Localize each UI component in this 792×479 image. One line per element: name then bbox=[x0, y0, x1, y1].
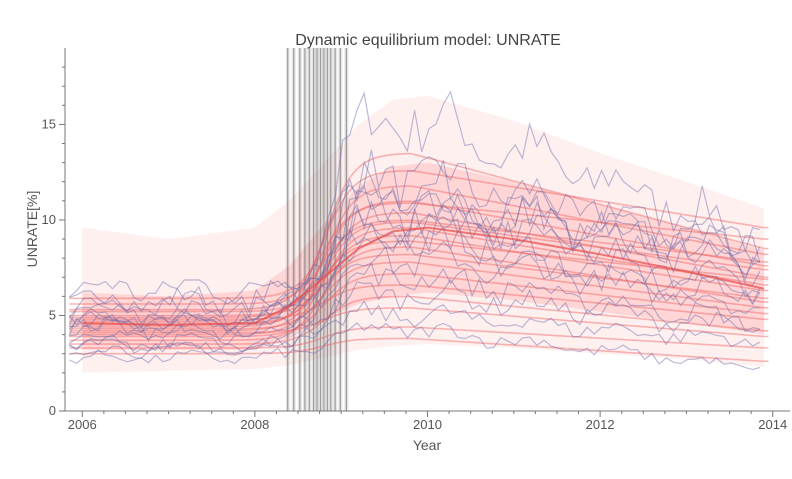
model-path bbox=[69, 200, 769, 319]
x-tick-label: 2010 bbox=[413, 417, 442, 432]
y-tick-label: 15 bbox=[42, 116, 56, 131]
y-axis-label: UNRATE[%] bbox=[24, 191, 40, 268]
sample-path bbox=[69, 149, 761, 316]
sample-path bbox=[68, 184, 761, 327]
band-outer-area bbox=[82, 95, 765, 373]
model-path bbox=[69, 240, 769, 313]
model-path bbox=[69, 169, 769, 311]
sample-path bbox=[69, 226, 760, 353]
sample-path bbox=[68, 203, 761, 305]
model-median bbox=[82, 226, 765, 327]
chart-title: Dynamic equilibrium model: UNRATE bbox=[295, 32, 561, 49]
model-path bbox=[69, 202, 769, 300]
model-path bbox=[69, 246, 769, 342]
model-path bbox=[69, 261, 769, 330]
confidence-band-outer bbox=[82, 95, 765, 373]
sample-path bbox=[68, 200, 760, 346]
model-path bbox=[69, 185, 769, 328]
sample-path bbox=[68, 216, 761, 333]
model-path bbox=[69, 253, 769, 317]
model-path bbox=[69, 152, 769, 322]
sample-path bbox=[68, 240, 761, 332]
sample-path bbox=[68, 90, 760, 336]
median-line bbox=[82, 226, 765, 327]
model-path bbox=[69, 219, 769, 305]
model-path bbox=[69, 295, 769, 345]
sample-path bbox=[69, 322, 760, 371]
x-axis-label: Year bbox=[413, 437, 442, 453]
model-path bbox=[69, 272, 769, 338]
x-ticks: 2006 2008 2010 2012 2014 bbox=[68, 411, 787, 432]
y-ticks: 0 5 10 15 bbox=[42, 66, 65, 418]
model-path bbox=[69, 284, 769, 321]
x-tick-label: 2014 bbox=[758, 417, 787, 432]
y-tick-label: 5 bbox=[49, 307, 56, 322]
x-tick-label: 2006 bbox=[68, 417, 97, 432]
model-path bbox=[69, 211, 769, 332]
model-paths bbox=[69, 152, 769, 363]
confidence-band-inner bbox=[82, 162, 765, 350]
y-tick-label: 10 bbox=[42, 212, 56, 227]
sample-path bbox=[68, 300, 761, 356]
sample-path bbox=[68, 189, 761, 319]
y-tick-label: 0 bbox=[49, 403, 56, 418]
x-tick-label: 2008 bbox=[240, 417, 269, 432]
shock-markers bbox=[285, 48, 349, 411]
model-path bbox=[69, 337, 769, 363]
x-tick-label: 2012 bbox=[586, 417, 615, 432]
sample-paths bbox=[68, 90, 761, 371]
band-inner-area bbox=[82, 162, 765, 350]
plot-area bbox=[68, 48, 769, 411]
model-path bbox=[69, 234, 769, 324]
model-path bbox=[69, 307, 769, 338]
model-path bbox=[69, 326, 769, 349]
sample-path bbox=[69, 160, 761, 343]
sample-path bbox=[69, 261, 760, 359]
sample-path bbox=[69, 278, 760, 336]
